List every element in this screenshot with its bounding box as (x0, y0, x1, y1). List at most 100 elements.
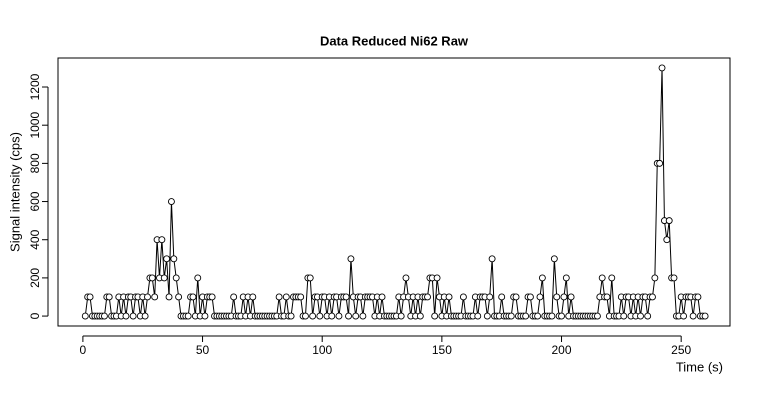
data-point (553, 293, 561, 301)
data-point (201, 312, 209, 320)
x-tick-label: 250 (671, 343, 691, 357)
data-point (558, 312, 565, 320)
data-point (512, 293, 520, 301)
data-point (151, 293, 159, 301)
data-point (433, 274, 441, 282)
data-point (165, 293, 173, 301)
data-point (163, 255, 171, 263)
data-point (689, 312, 697, 320)
data-point (378, 293, 386, 301)
data-point (665, 217, 673, 225)
data-point (184, 312, 192, 320)
data-point (536, 293, 544, 301)
data-point (302, 312, 309, 320)
y-axis-label: Signal intensity (cps) (7, 132, 22, 252)
data-point (148, 274, 156, 282)
data-point (282, 293, 290, 301)
data-point (141, 312, 149, 320)
data-point (345, 312, 352, 320)
data-point (603, 293, 611, 301)
x-axis-label: Time (s) (676, 359, 723, 374)
data-point (335, 312, 343, 320)
data-point (680, 312, 688, 320)
data-point (328, 312, 336, 320)
data-point (488, 255, 496, 263)
data-point (694, 293, 702, 301)
y-tick-label: 0 (28, 312, 42, 319)
y-tick-label: 800 (28, 153, 42, 173)
data-point (297, 293, 305, 301)
data-point (158, 236, 166, 244)
data-point (100, 312, 108, 320)
data-point (567, 293, 575, 301)
data-point (651, 274, 659, 282)
data-point (316, 312, 324, 320)
data-point (445, 293, 453, 301)
data-point (416, 312, 424, 320)
y-tick-label: 1000 (28, 112, 42, 139)
data-point (309, 312, 317, 320)
data-point (424, 293, 431, 301)
data-point (548, 312, 556, 320)
data-point (359, 312, 367, 320)
x-tick-label: 150 (432, 343, 452, 357)
data-point (160, 274, 168, 282)
data-point (608, 274, 616, 282)
data-point (562, 274, 570, 282)
data-point (459, 293, 467, 301)
data-point (701, 312, 709, 320)
data-point (560, 293, 568, 301)
data-point (486, 293, 494, 301)
plot-box (57, 57, 731, 327)
data-point (663, 236, 671, 244)
data-point (249, 293, 257, 301)
data-point (402, 274, 410, 282)
data-point (658, 64, 666, 72)
x-tick-label: 0 (80, 343, 87, 357)
y-tick-label: 400 (28, 229, 42, 249)
x-tick-label: 100 (312, 343, 332, 357)
data-point (598, 274, 606, 282)
y-tick-label: 1200 (28, 73, 42, 100)
data-point (522, 312, 530, 320)
data-point (194, 274, 202, 282)
data-point (498, 293, 506, 301)
data-point (538, 274, 546, 282)
data-point (474, 312, 482, 320)
x-tick-label: 50 (196, 343, 210, 357)
y-tick-label: 600 (28, 191, 42, 211)
data-point (670, 274, 678, 282)
data-point (306, 274, 314, 282)
data-point (342, 293, 350, 301)
data-point (129, 312, 137, 320)
data-point (649, 293, 656, 301)
y-tick-label: 200 (28, 268, 42, 288)
data-point (167, 198, 175, 205)
data-point (122, 312, 130, 320)
data-point (287, 312, 295, 320)
data-point (397, 312, 405, 320)
x-tick-label: 200 (552, 343, 572, 357)
data-point (526, 293, 534, 301)
data-point (637, 312, 644, 320)
data-point (347, 255, 355, 263)
data-point (81, 312, 89, 320)
data-point (208, 293, 216, 301)
data-point (86, 293, 94, 301)
data-point (656, 159, 664, 167)
data-point (352, 312, 360, 320)
data-point (620, 312, 628, 320)
data-point (230, 293, 238, 301)
data-point (507, 312, 515, 320)
data-point (189, 293, 197, 301)
data-point (175, 293, 183, 301)
data-point (550, 255, 558, 263)
data-point (431, 312, 439, 320)
data-point (170, 255, 178, 263)
data-point (105, 293, 113, 301)
chart-title: Data Reduced Ni62 Raw (320, 33, 469, 48)
data-point (172, 274, 180, 282)
data-point (483, 312, 491, 320)
